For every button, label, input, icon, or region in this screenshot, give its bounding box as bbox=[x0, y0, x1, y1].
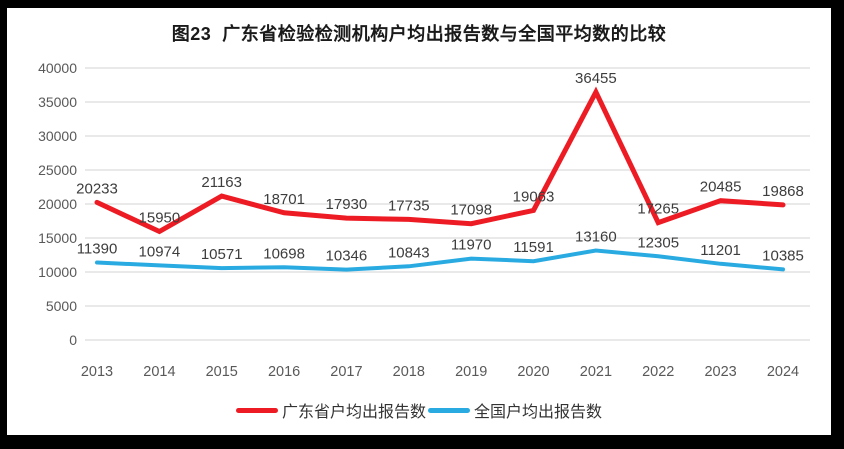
y-tick-label: 15000 bbox=[38, 230, 77, 246]
data-label: 11390 bbox=[77, 241, 118, 258]
y-tick-label: 25000 bbox=[38, 162, 77, 178]
x-tick-label: 2022 bbox=[642, 364, 674, 380]
y-tick-label: 35000 bbox=[38, 94, 77, 110]
legend-item-national: 全国户均出报告数 bbox=[428, 398, 602, 422]
y-tick-label: 10000 bbox=[38, 264, 77, 280]
x-tick-label: 2017 bbox=[330, 364, 362, 380]
legend-label-guangdong: 广东省户均出报告数 bbox=[281, 404, 426, 421]
legend-label-national: 全国户均出报告数 bbox=[474, 404, 603, 421]
legend-item-guangdong: 广东省户均出报告数 bbox=[235, 398, 426, 422]
x-tick-label: 2019 bbox=[455, 364, 487, 380]
legend-dash-red-icon bbox=[235, 407, 278, 413]
data-label: 19868 bbox=[762, 183, 804, 200]
data-label: 10698 bbox=[263, 245, 305, 262]
data-label: 17735 bbox=[388, 197, 430, 214]
x-tick-label: 2024 bbox=[767, 364, 799, 380]
data-label: 11970 bbox=[451, 237, 492, 254]
chart-legend: 广东省户均出报告数 全国户均出报告数 bbox=[7, 398, 831, 422]
data-label: 12305 bbox=[637, 234, 679, 251]
x-tick-label: 2023 bbox=[704, 364, 736, 380]
line-chart: 0 5000 10000 15000 20000 25000 30000 35000 40000… bbox=[38, 60, 810, 380]
data-label: 10571 bbox=[201, 246, 243, 263]
data-label: 19063 bbox=[513, 188, 555, 205]
x-tick-label: 2015 bbox=[206, 364, 238, 380]
data-label: 36455 bbox=[575, 70, 617, 87]
y-tick-label: 0 bbox=[69, 332, 77, 348]
data-label: 10346 bbox=[326, 248, 368, 265]
x-tick-label: 2013 bbox=[81, 364, 113, 380]
y-tick-label: 20000 bbox=[38, 196, 77, 212]
data-label: 11201 bbox=[700, 242, 741, 259]
data-label: 20485 bbox=[700, 179, 742, 196]
x-tick-label: 2018 bbox=[393, 364, 425, 380]
x-tick-label: 2021 bbox=[580, 364, 612, 380]
data-label: 15950 bbox=[139, 210, 181, 227]
y-tick-label: 40000 bbox=[38, 60, 77, 76]
x-tick-label: 2014 bbox=[143, 364, 175, 380]
data-label: 10385 bbox=[762, 247, 804, 264]
chart-panel: 0 5000 10000 15000 20000 25000 30000 35000 40000… bbox=[7, 8, 831, 435]
data-label: 17930 bbox=[326, 196, 368, 213]
series-line-guangdong bbox=[94, 86, 786, 235]
x-tick-label: 2016 bbox=[268, 364, 300, 380]
chart-title: 图23 广东省检验检测机构户均出报告数与全国平均数的比较 bbox=[171, 24, 667, 44]
data-label: 21163 bbox=[201, 174, 242, 191]
legend-dash-blue-icon bbox=[428, 407, 470, 413]
data-label: 18701 bbox=[263, 191, 305, 208]
data-label: 13160 bbox=[575, 229, 617, 246]
data-label: 11591 bbox=[513, 239, 554, 256]
data-label: 17098 bbox=[450, 202, 492, 219]
data-label: 10974 bbox=[139, 243, 181, 260]
data-label: 17265 bbox=[637, 201, 679, 218]
data-label: 20233 bbox=[76, 180, 118, 197]
y-tick-label: 5000 bbox=[46, 298, 77, 314]
series-line-national bbox=[95, 248, 785, 272]
chart-area: 0 5000 10000 15000 20000 25000 30000 35000 40000… bbox=[7, 8, 831, 435]
x-tick-label: 2020 bbox=[517, 364, 549, 380]
y-tick-label: 30000 bbox=[38, 128, 77, 144]
data-label: 10843 bbox=[388, 244, 430, 261]
